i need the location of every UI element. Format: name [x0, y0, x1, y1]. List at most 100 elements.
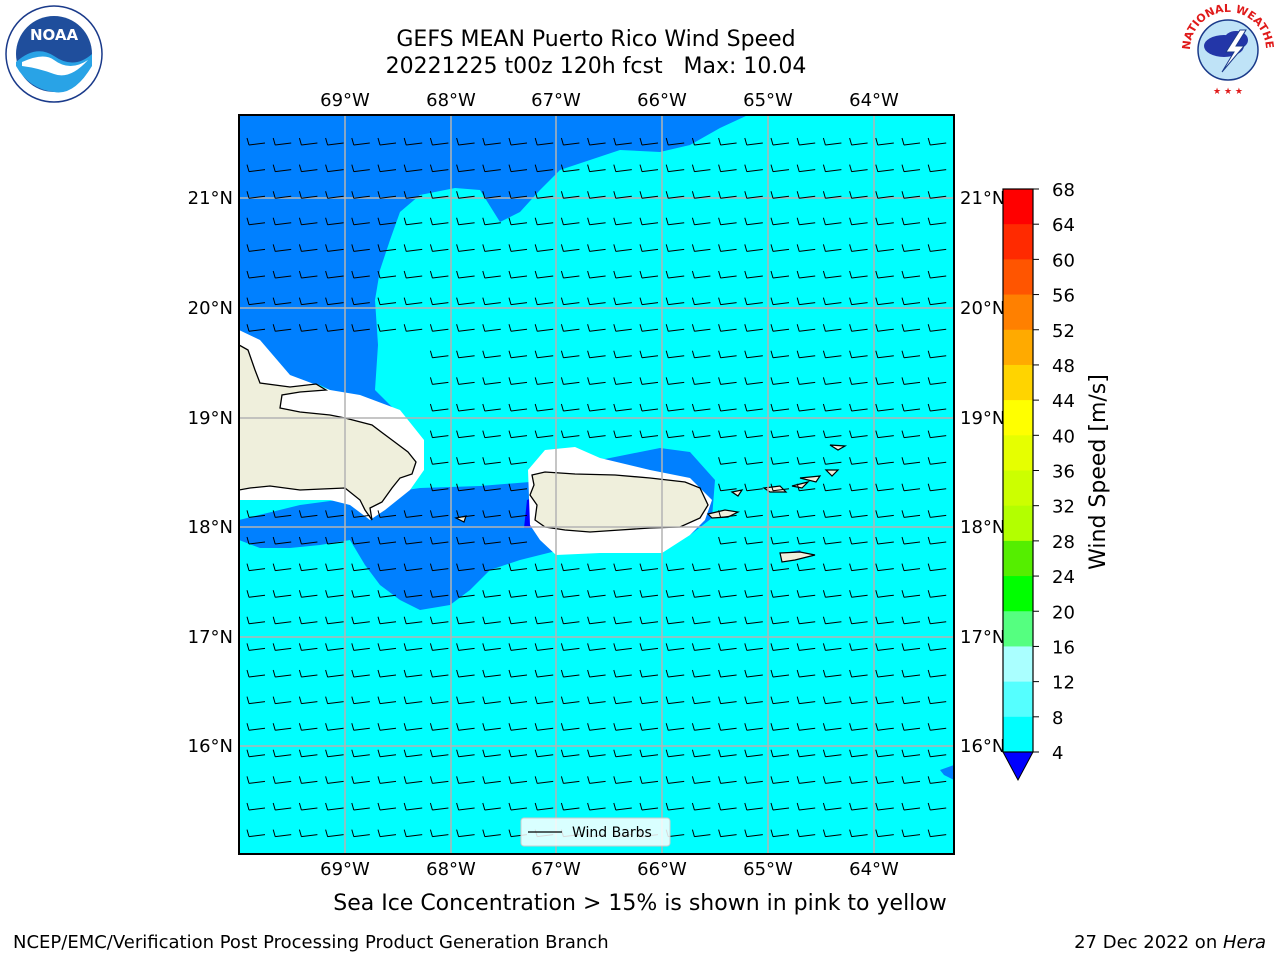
- wind-barb: [875, 643, 894, 651]
- wind-barb: [691, 802, 711, 811]
- wind-barb: [377, 536, 397, 545]
- wind-barb: [325, 563, 344, 572]
- wind-barb: [508, 536, 528, 545]
- wind-barb: [482, 776, 501, 784]
- wind-barb: [691, 377, 711, 385]
- wind-barb: [770, 616, 790, 625]
- wind-barb: [298, 829, 318, 838]
- wind-barb: [875, 616, 894, 625]
- wind-barb: [613, 643, 632, 651]
- wind-barb: [796, 164, 816, 173]
- wind-barb: [508, 510, 528, 518]
- wind-barb: [351, 244, 370, 252]
- wind-barb: [822, 244, 842, 252]
- wind-barb: [744, 536, 763, 545]
- wind-barb: [429, 802, 449, 811]
- wind-barb: [246, 217, 266, 226]
- wind-barb: [744, 430, 763, 439]
- wind-barb: [822, 137, 842, 146]
- wind-barb: [560, 563, 580, 572]
- wind-barb: [822, 669, 842, 678]
- wind-barb: [403, 643, 423, 651]
- noaa-logo-text: NOAA: [30, 26, 79, 44]
- wind-barb: [587, 430, 606, 439]
- wind-barb: [770, 350, 790, 359]
- wind-barb: [403, 510, 423, 518]
- wind-barb: [298, 324, 318, 332]
- wind-barb: [822, 191, 842, 199]
- wind-barb: [587, 643, 606, 651]
- wind-barb: [796, 776, 816, 784]
- svg-text:★ ★ ★: ★ ★ ★: [1213, 87, 1243, 97]
- wind-barb: [456, 430, 475, 439]
- wind-barb: [901, 191, 921, 199]
- wind-barb: [429, 191, 449, 199]
- wind-barb: [351, 191, 370, 199]
- colorbar-segment: [1003, 259, 1033, 295]
- wind-barb: [246, 749, 266, 758]
- wind-region-4-8-southeast: [940, 765, 954, 780]
- wind-barb: [875, 217, 894, 226]
- wind-barb: [351, 776, 370, 784]
- colorbar-segment: [1003, 540, 1033, 577]
- wind-barb: [770, 217, 790, 226]
- wind-barb: [482, 377, 501, 385]
- wind-barb: [822, 802, 842, 811]
- wind-barb: [272, 776, 292, 784]
- wind-barb: [272, 696, 292, 705]
- wind-barb: [534, 669, 554, 678]
- wind-barb: [927, 563, 947, 572]
- wind-barb: [770, 377, 790, 385]
- wind-barb: [508, 483, 528, 492]
- wind-barb: [272, 217, 292, 226]
- wind-region-4-8-north: [239, 115, 748, 418]
- wind-barb: [482, 324, 501, 332]
- wind-barb: [691, 350, 711, 359]
- colorbar-under-triangle: [1002, 751, 1034, 782]
- wind-barb: [691, 643, 711, 651]
- wind-barb: [875, 164, 894, 173]
- wind-barb: [246, 563, 266, 572]
- wind-barb: [587, 776, 606, 784]
- colorbar-tick-label: 32: [1052, 497, 1075, 518]
- colorbar-ticks: 68 64 60 56 52 48 44 40 36 32 28 24 20 16 12 8 4: [1033, 180, 1075, 764]
- wind-barb: [534, 244, 554, 252]
- wind-barb: [587, 696, 606, 705]
- wind-barb: [691, 217, 711, 226]
- wind-barb: [770, 403, 790, 412]
- wind-barb: [246, 191, 266, 199]
- wind-barb: [665, 191, 685, 199]
- lon-label-bottom: 68°W: [426, 859, 476, 880]
- wind-barb: [587, 191, 606, 199]
- wind-barb: [560, 749, 580, 758]
- wind-barb: [456, 483, 475, 492]
- wind-barb: [744, 324, 763, 332]
- wind-barb: [849, 749, 868, 758]
- wind-barb: [770, 164, 790, 173]
- wind-barb: [718, 829, 737, 838]
- wind-barb: [927, 137, 947, 146]
- wind-barb: [587, 217, 606, 226]
- wind-barb: [298, 510, 318, 518]
- wind-barb: [429, 377, 449, 385]
- wind-barb: [770, 749, 790, 758]
- colorbar-tick-label: 52: [1052, 321, 1075, 342]
- wind-barb: [875, 457, 894, 465]
- wind-barb: [482, 510, 501, 518]
- colorbar-segment: [1003, 646, 1033, 683]
- wind-barb: [429, 164, 449, 173]
- wind-barb: [639, 723, 659, 731]
- wind-barb: [429, 616, 449, 625]
- wind-barb: [482, 616, 501, 625]
- wind-barb: [718, 191, 737, 199]
- wind-barb: [429, 457, 449, 465]
- wind-barb: [325, 590, 344, 598]
- wind-barb: [560, 377, 580, 385]
- lat-label-left: 16°N: [188, 736, 233, 757]
- wind-barb: [875, 350, 894, 359]
- wind-barb: [560, 164, 580, 173]
- wind-barb: [534, 217, 554, 226]
- wind-barb: [246, 536, 266, 545]
- wind-barb: [927, 749, 947, 758]
- lat-label-right: 18°N: [960, 517, 1005, 538]
